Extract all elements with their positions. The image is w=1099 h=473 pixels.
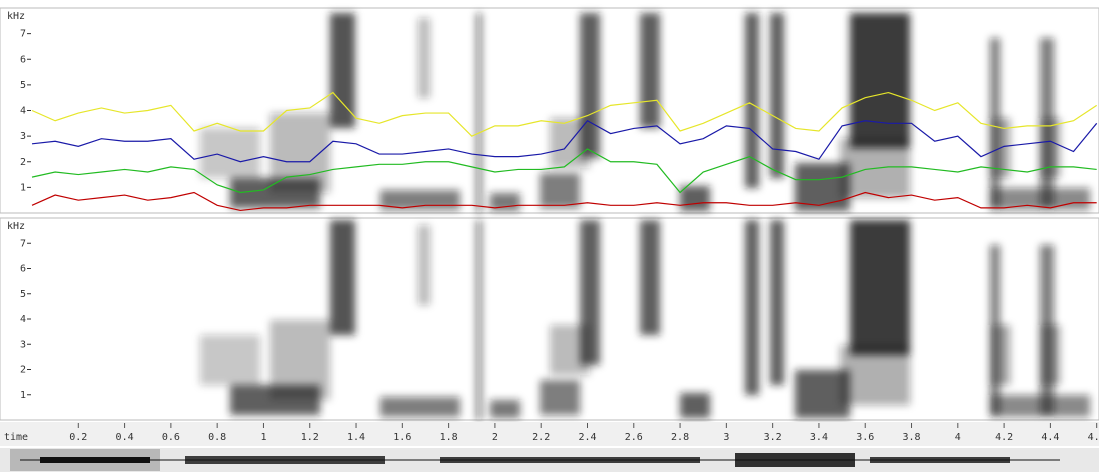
x-tick-label: 0.4 [116,432,134,443]
x-tick-label: 1 [260,432,266,443]
x-tick-label: 4 [955,432,961,443]
x-tick-label: 1.6 [393,432,411,443]
time-axis-bar [0,422,1099,446]
x-tick-label: 3.2 [764,432,782,443]
overview-strip [0,448,1099,472]
x-tick-label: 0.8 [208,432,226,443]
formant-track [31,91,1098,137]
y-tick-label: 7 [20,29,26,40]
y-axis-label: kHz [7,11,25,22]
x-tick-label: 2 [492,432,498,443]
x-tick-label: 3.6 [856,432,874,443]
y-tick-label: 3 [20,339,26,350]
y-tick-label: 3 [20,131,26,142]
x-tick-label: 0.2 [69,432,87,443]
x-tick-label: 4.2 [995,432,1013,443]
x-tick-label: 0.6 [162,432,180,443]
x-tick-label: 2.4 [578,432,596,443]
x-tick-label: 1.2 [301,432,319,443]
formant-track [31,148,1097,194]
y-tick-label: 4 [20,314,26,325]
x-tick-label: 3.8 [902,432,920,443]
y-axis-label: kHz [7,221,25,232]
x-tick-label: 1.4 [347,432,365,443]
spectrogram-panel: kHz 1 2 3 4 5 6 7 [0,217,1099,421]
formant-track [31,119,1098,163]
x-tick-label: 1.8 [440,432,458,443]
x-tick-label: 4.6 [1088,432,1099,443]
x-tick-label: 2.8 [671,432,689,443]
formant-track [31,191,1097,212]
y-tick-label: 1 [20,390,26,401]
y-tick-label: 2 [20,365,26,376]
x-tick-label: 2.6 [625,432,643,443]
y-tick-label: 5 [20,80,26,91]
y-tick-label: 4 [20,106,26,117]
y-tick-label: 6 [20,54,26,65]
x-tick-label: 2.2 [532,432,550,443]
x-tick-label: 4.4 [1041,432,1059,443]
x-axis-label: time [4,432,28,443]
x-tick-label: 3 [723,432,729,443]
y-tick-label: 1 [20,182,26,193]
y-tick-label: 2 [20,157,26,168]
x-tick-label: 3.4 [810,432,828,443]
spectrogram-panel: kHz 1 2 3 4 5 6 7 [0,7,1099,214]
y-tick-label: 5 [20,289,26,300]
y-tick-label: 6 [20,264,26,275]
y-tick-label: 7 [20,238,26,249]
